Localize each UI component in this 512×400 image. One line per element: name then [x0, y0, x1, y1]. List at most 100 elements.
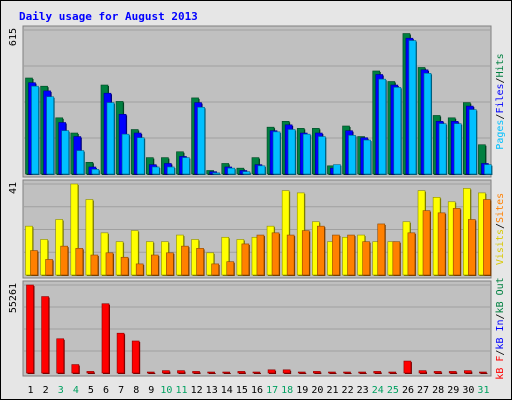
bar-kb-f — [146, 371, 155, 374]
day-label: 2 — [43, 385, 49, 396]
bar-sites — [332, 234, 340, 276]
day-label: 20 — [311, 385, 323, 396]
ymax-label-hits-files-pages: 615 — [8, 28, 19, 46]
bar-kb-f — [313, 371, 321, 374]
bar-pages — [91, 169, 100, 175]
bar-pages — [212, 172, 220, 175]
bar-sites — [196, 248, 204, 276]
bar-sites — [90, 254, 99, 276]
bar-sites — [256, 234, 265, 276]
bar-kb-f — [418, 370, 427, 374]
bar-kb-f — [41, 296, 49, 374]
day-label: 28 — [432, 385, 444, 396]
ymax-label-kb-in-out: 55261 — [8, 283, 19, 313]
bar-sites — [452, 208, 461, 276]
bar-kb-f — [71, 364, 80, 374]
bar-pages — [272, 131, 281, 175]
bar-sites — [407, 232, 416, 276]
bar-pages — [182, 157, 190, 175]
day-label: 19 — [296, 385, 308, 396]
bar-sites — [392, 241, 401, 276]
bar-shadow — [148, 373, 156, 374]
bar-pages — [363, 139, 371, 175]
day-label: 22 — [342, 385, 354, 396]
day-label: 15 — [236, 385, 248, 396]
bar-pages — [393, 87, 402, 175]
legend-entry: Pages — [495, 120, 506, 150]
bar-pages — [151, 166, 160, 175]
bar-pages — [348, 135, 356, 175]
bar-visits — [130, 230, 139, 276]
bar-sites — [241, 243, 250, 276]
legend-separator: / — [495, 350, 506, 356]
bar-shadow — [223, 373, 231, 374]
bar-shadow — [329, 373, 337, 374]
day-label: 14 — [221, 385, 233, 396]
bar-visits — [221, 236, 230, 276]
bar-pages — [318, 136, 326, 175]
bar-kb-f — [464, 370, 472, 374]
day-label: 4 — [73, 385, 79, 396]
day-label: 10 — [160, 385, 172, 396]
bar-kb-f — [358, 371, 366, 374]
bar-pages — [46, 96, 54, 175]
bar-shadow — [480, 373, 488, 374]
bar-shadow — [253, 373, 261, 374]
bar-pages — [76, 150, 85, 175]
bar-pages — [438, 123, 447, 175]
legend-separator: / — [495, 313, 506, 319]
day-label: 29 — [447, 385, 459, 396]
bar-pages — [106, 102, 115, 175]
day-label: 1 — [28, 385, 34, 396]
bar-kb-f — [282, 369, 291, 374]
bar-shadow — [359, 373, 367, 374]
bar-pages — [302, 133, 311, 175]
legend-entry: kB In — [495, 319, 506, 349]
day-label: 26 — [402, 385, 414, 396]
bar-sites — [181, 245, 189, 276]
day-label: 25 — [387, 385, 399, 396]
bar-shadow — [208, 373, 216, 374]
day-label: 3 — [58, 385, 64, 396]
day-label: 8 — [133, 385, 139, 396]
bar-sites — [45, 259, 53, 276]
bar-kb-f — [448, 371, 457, 374]
bar-pages — [227, 167, 236, 175]
bar-sites — [211, 263, 219, 276]
day-label: 9 — [148, 385, 154, 396]
day-label: 23 — [357, 385, 369, 396]
bar-pages — [287, 129, 296, 175]
bar-pages — [31, 85, 39, 175]
bar-pages — [167, 166, 175, 175]
bar-sites — [271, 232, 280, 276]
bar-pages — [408, 40, 417, 175]
bar-kb-f — [297, 371, 306, 374]
bar-kb-f — [177, 370, 185, 374]
day-label: 16 — [251, 385, 263, 396]
bar-sites — [362, 241, 370, 276]
bar-kb-f — [328, 371, 336, 374]
bar-sites — [301, 230, 310, 276]
bar-kb-f — [343, 371, 351, 374]
bar-kb-f — [131, 340, 140, 374]
bar-kb-f — [237, 371, 246, 374]
bar-kb-f — [433, 371, 442, 374]
legend-entry: Visits — [495, 229, 506, 265]
bar-kb-f — [116, 332, 125, 374]
bar-pages — [423, 73, 432, 175]
day-label: 18 — [281, 385, 293, 396]
day-label: 5 — [88, 385, 94, 396]
bar-kb-f — [222, 371, 231, 374]
day-label: 31 — [477, 385, 489, 396]
series-legend-hits-files-pages: Pages/Files/Hits — [495, 53, 506, 149]
bar-sites — [286, 234, 295, 276]
legend-entry: Files — [495, 83, 506, 113]
day-label: 24 — [372, 385, 384, 396]
bar-visits — [281, 190, 290, 276]
bar-shadow — [213, 173, 221, 175]
bar-sites — [377, 223, 386, 276]
legend-separator: / — [495, 223, 506, 229]
bar-sites — [422, 210, 431, 276]
day-label: 6 — [103, 385, 109, 396]
